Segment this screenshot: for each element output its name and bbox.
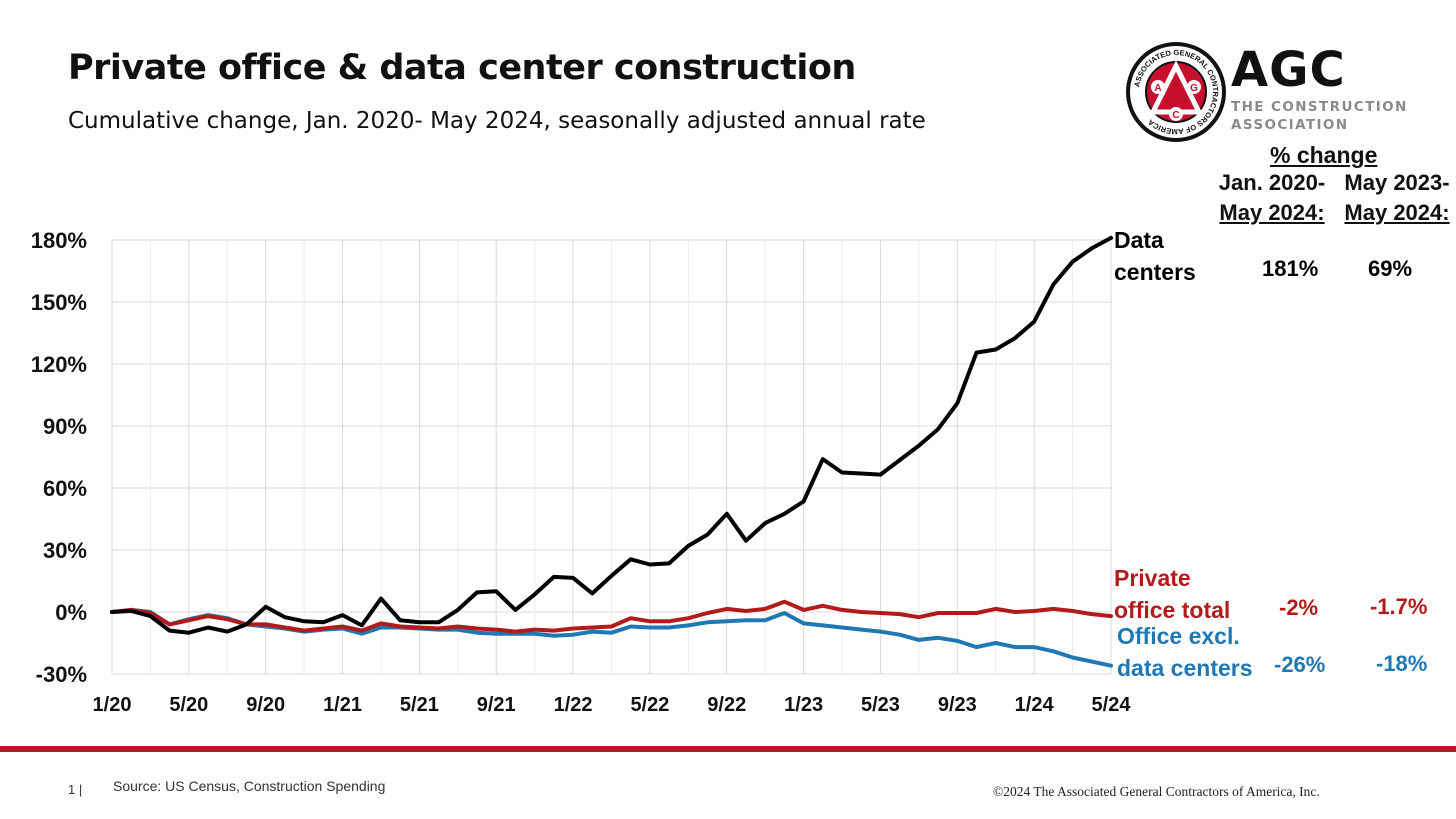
agc-tagline-2: ASSOCIATION	[1231, 117, 1349, 133]
value-private-office-col2: -1.7%	[1370, 594, 1428, 619]
source-note: Source: US Census, Construction Spending	[113, 778, 386, 794]
value-data-centers-col2: 69%	[1368, 256, 1413, 281]
agc-tagline-1: THE CONSTRUCTION	[1231, 99, 1408, 115]
series-line-office-excl-data-centers	[110, 607, 1113, 668]
y-tick-label: 150%	[31, 290, 87, 315]
value-office-excl-col1: -26%	[1274, 652, 1326, 677]
agc-logo: ASSOCIATED GENERAL CONTRACTORS OF AMERIC…	[1126, 42, 1226, 142]
page-number: 1 |	[68, 782, 83, 797]
col1-header-line2: May 2024:	[1219, 200, 1325, 225]
y-tick-label: 120%	[31, 352, 87, 377]
col2-header: May 2023- May 2024:	[1338, 168, 1456, 228]
y-tick-label: 30%	[43, 538, 87, 563]
agc-wordmark: AGC	[1231, 42, 1346, 98]
series-line-private-office-total	[110, 599, 1113, 634]
col2-header-line1: May 2023-	[1344, 170, 1450, 195]
x-tick-label: 5/20	[169, 694, 208, 716]
col2-header-line2: May 2024:	[1344, 200, 1450, 225]
seal-red-center	[1146, 62, 1206, 122]
svg-text:G: G	[1190, 83, 1198, 94]
x-tick-label: 1/20	[93, 694, 132, 716]
y-tick-label: 60%	[43, 476, 87, 501]
x-tick-label: 5/22	[630, 694, 669, 716]
svg-text:A: A	[1154, 83, 1161, 94]
chart-subtitle: Cumulative change, Jan. 2020- May 2024, …	[68, 108, 926, 134]
y-tick-label: 180%	[31, 228, 87, 253]
x-tick-label: 5/23	[861, 694, 900, 716]
x-tick-label: 1/23	[784, 694, 823, 716]
x-tick-label: 1/24	[1015, 694, 1055, 716]
label-data-centers: Data centers	[1114, 227, 1196, 285]
svg-text:C: C	[1172, 110, 1179, 121]
x-tick-label: 9/22	[707, 694, 746, 716]
x-tick-label: 5/21	[400, 694, 439, 716]
footer-red-bar	[0, 746, 1456, 752]
series-line-data-centers	[110, 235, 1113, 635]
y-tick-label: -30%	[36, 662, 87, 687]
value-private-office-col1: -2%	[1279, 595, 1319, 620]
x-tick-label: 9/23	[938, 694, 977, 716]
x-tick-label: 1/22	[554, 694, 593, 716]
y-tick-label: 0%	[55, 600, 87, 625]
col1-header-line1: Jan. 2020-	[1218, 170, 1326, 195]
col1-header: Jan. 2020- May 2024:	[1214, 168, 1330, 228]
x-tick-label: 9/21	[477, 694, 516, 716]
x-tick-label: 9/20	[246, 694, 285, 716]
label-office-excl-data-centers: Office excl. data centers	[1117, 623, 1253, 681]
agc-logo-text: AGC THE CONSTRUCTION ASSOCIATION	[1231, 42, 1408, 134]
chart-title: Private office & data center constructio…	[68, 48, 856, 88]
x-tick-label: 1/21	[323, 694, 362, 716]
label-private-office-total: Private office total	[1114, 565, 1231, 623]
pct-change-header: % change	[1270, 142, 1378, 168]
copyright-note: ©2024 The Associated General Contractors…	[993, 784, 1320, 799]
x-tick-label: 5/24	[1092, 694, 1132, 716]
value-office-excl-col2: -18%	[1376, 651, 1428, 676]
y-tick-label: 90%	[43, 414, 87, 439]
value-data-centers-col1: 181%	[1262, 256, 1319, 281]
